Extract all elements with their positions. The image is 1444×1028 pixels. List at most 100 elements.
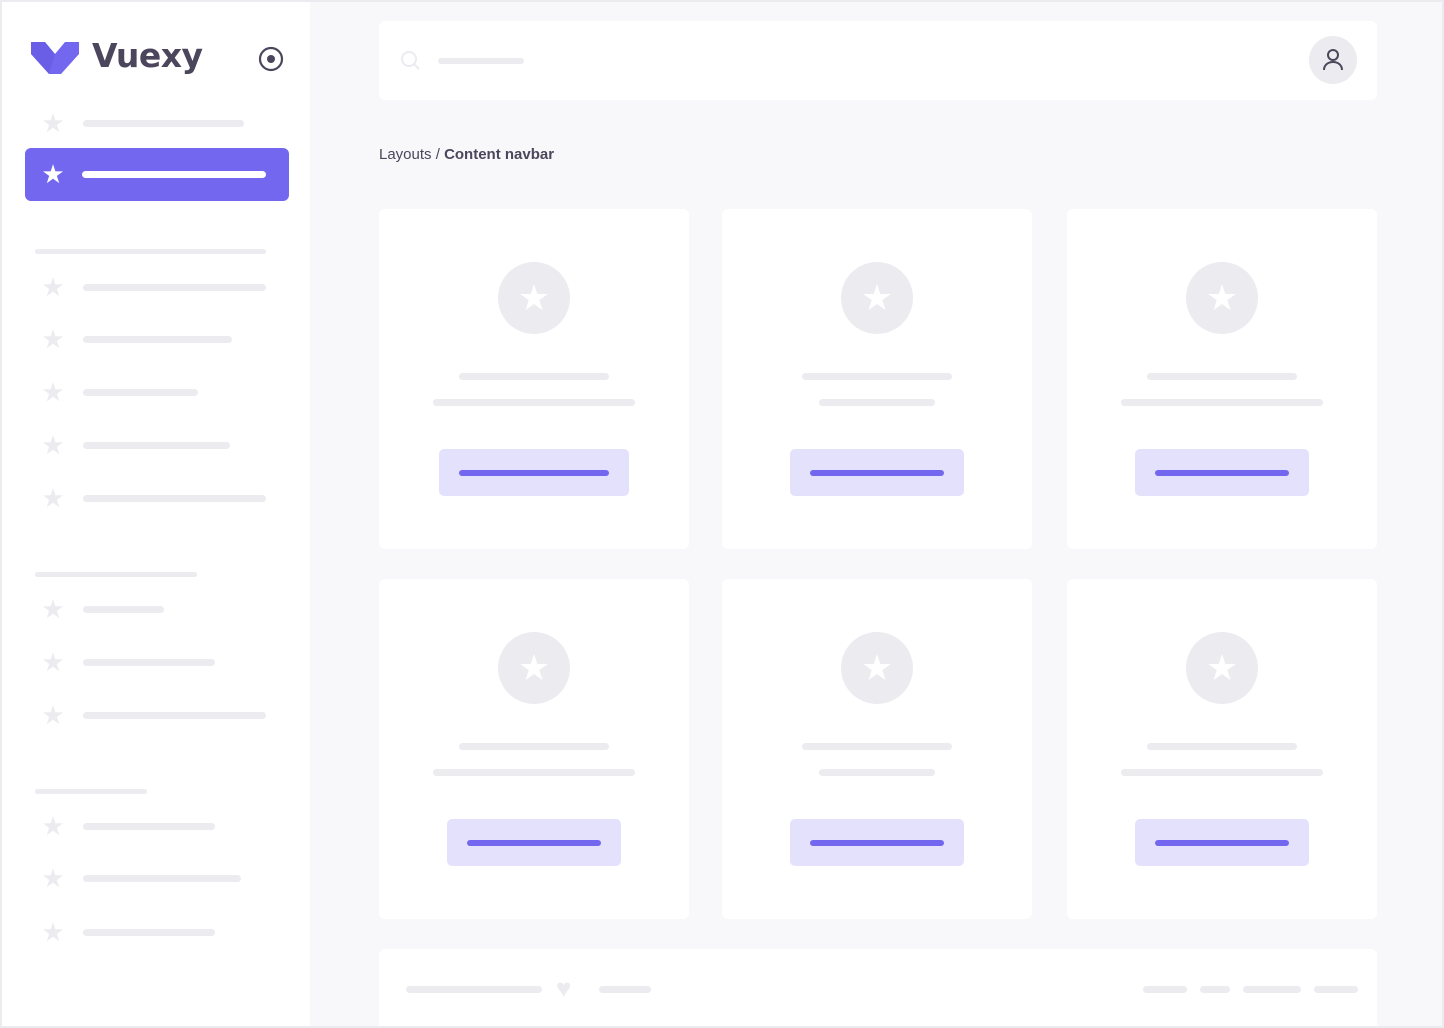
card: ★	[722, 579, 1032, 919]
menu-label-placeholder	[82, 171, 266, 178]
menu-label-placeholder	[83, 389, 198, 396]
card-text-placeholder	[819, 769, 935, 776]
star-icon: ★	[41, 700, 65, 730]
star-icon: ★	[498, 262, 570, 334]
footer-text-placeholder	[406, 986, 542, 993]
breadcrumb-parent[interactable]: Layouts	[379, 146, 432, 163]
button-label-placeholder	[467, 840, 601, 846]
sidebar-item[interactable]: ★	[2, 274, 310, 300]
star-icon: ★	[41, 324, 65, 354]
card: ★	[722, 209, 1032, 549]
section-header-placeholder	[35, 789, 147, 794]
star-icon: ★	[41, 647, 65, 677]
card-text-placeholder	[433, 769, 635, 776]
brand-logo	[31, 42, 79, 74]
card-title-placeholder	[802, 373, 952, 380]
button-label-placeholder	[1155, 840, 1289, 846]
search-icon[interactable]	[400, 50, 422, 72]
button-label-placeholder	[810, 840, 944, 846]
menu-label-placeholder	[83, 712, 266, 719]
sidebar-item[interactable]: ★	[2, 379, 310, 405]
star-icon: ★	[41, 430, 65, 460]
star-icon: ★	[41, 272, 65, 302]
menu-label-placeholder	[83, 284, 266, 291]
card-button[interactable]	[447, 819, 621, 866]
button-label-placeholder	[459, 470, 609, 476]
menu-label-placeholder	[83, 606, 164, 613]
star-icon: ★	[41, 594, 65, 624]
breadcrumb-current: Content navbar	[444, 146, 555, 163]
sidebar-item-active[interactable]: ★	[25, 148, 289, 201]
card-title-placeholder	[802, 743, 952, 750]
star-icon: ★	[41, 811, 65, 841]
card-text-placeholder	[1121, 399, 1323, 406]
sidebar-item[interactable]: ★	[2, 865, 310, 891]
section-header-placeholder	[35, 572, 197, 577]
card-button[interactable]	[439, 449, 629, 496]
star-icon: ★	[41, 917, 65, 947]
star-icon: ★	[41, 483, 65, 513]
sidebar-item[interactable]: ★	[2, 813, 310, 839]
menu-label-placeholder	[83, 336, 232, 343]
sidebar-item[interactable]: ★	[2, 110, 310, 136]
footer-link[interactable]	[1200, 986, 1230, 993]
star-icon: ★	[498, 632, 570, 704]
sidebar-item[interactable]: ★	[2, 919, 310, 945]
card: ★	[379, 579, 689, 919]
card-button[interactable]	[1135, 449, 1309, 496]
section-header-placeholder	[35, 249, 266, 254]
sidebar-item[interactable]: ★	[2, 649, 310, 675]
card-text-placeholder	[819, 399, 935, 406]
star-icon: ★	[1186, 632, 1258, 704]
star-icon: ★	[841, 632, 913, 704]
star-icon: ★	[41, 377, 65, 407]
sidebar-item[interactable]: ★	[2, 432, 310, 458]
card-button[interactable]	[790, 449, 964, 496]
menu-label-placeholder	[83, 659, 215, 666]
star-icon: ★	[41, 159, 65, 189]
breadcrumb-separator: /	[431, 146, 445, 163]
card-button[interactable]	[1135, 819, 1309, 866]
menu-label-placeholder	[83, 823, 215, 830]
footer-link[interactable]	[1143, 986, 1187, 993]
avatar[interactable]	[1309, 36, 1357, 84]
menu-label-placeholder	[83, 875, 241, 882]
sidebar-item[interactable]: ★	[2, 326, 310, 352]
star-icon: ★	[841, 262, 913, 334]
footer: ♥	[379, 949, 1377, 1026]
card: ★	[379, 209, 689, 549]
menu-label-placeholder	[83, 442, 230, 449]
brand-name: Vuexy	[92, 36, 203, 75]
card-title-placeholder	[1147, 743, 1297, 750]
card-title-placeholder	[1147, 373, 1297, 380]
button-label-placeholder	[810, 470, 944, 476]
star-icon: ★	[41, 863, 65, 893]
card-button[interactable]	[790, 819, 964, 866]
menu-label-placeholder	[83, 929, 215, 936]
sidebar: Vuexy ★ ★ ★ ★ ★ ★ ★ ★ ★ ★ ★ ★ ★	[2, 2, 310, 1026]
menu-label-placeholder	[83, 120, 244, 127]
footer-text-placeholder	[599, 986, 651, 993]
button-label-placeholder	[1155, 470, 1289, 476]
breadcrumb: Layouts / Content navbar	[379, 146, 554, 163]
menu-label-placeholder	[83, 495, 266, 502]
radio-circle-icon[interactable]	[258, 46, 284, 72]
card-title-placeholder	[459, 373, 609, 380]
card: ★	[1067, 209, 1377, 549]
star-icon: ★	[1186, 262, 1258, 334]
sidebar-item[interactable]: ★	[2, 596, 310, 622]
card-text-placeholder	[1121, 769, 1323, 776]
star-icon: ★	[41, 108, 65, 138]
card-title-placeholder	[459, 743, 609, 750]
heart-icon: ♥	[556, 973, 572, 1003]
sidebar-item[interactable]: ★	[2, 702, 310, 728]
user-icon	[1323, 49, 1343, 71]
sidebar-item[interactable]: ★	[2, 485, 310, 511]
search-input[interactable]	[438, 58, 524, 64]
navbar	[379, 21, 1377, 100]
footer-link[interactable]	[1243, 986, 1301, 993]
card: ★	[1067, 579, 1377, 919]
card-text-placeholder	[433, 399, 635, 406]
footer-link[interactable]	[1314, 986, 1358, 993]
